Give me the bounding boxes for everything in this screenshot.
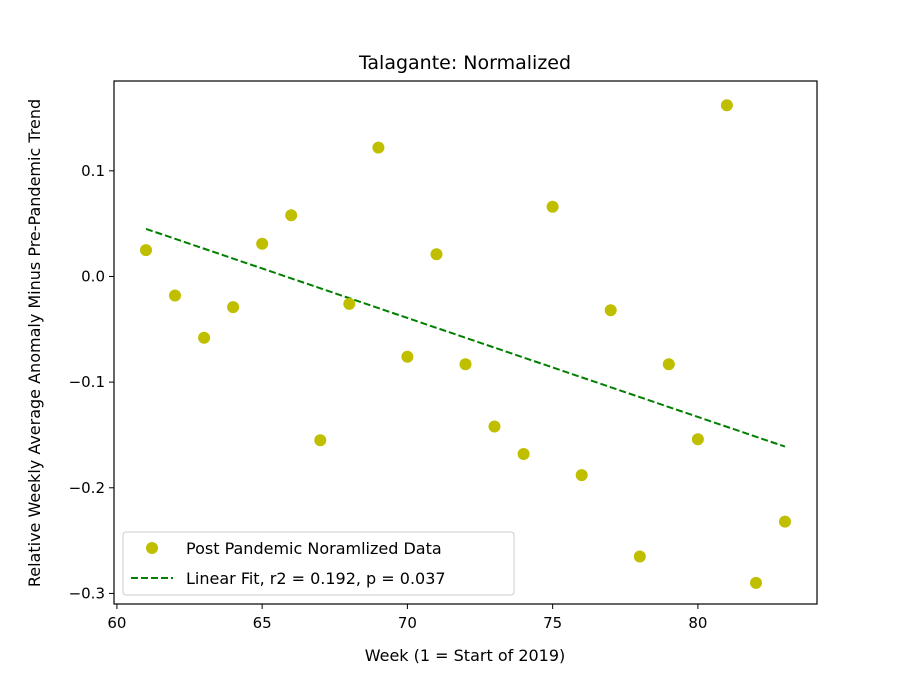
data-point-week-76 xyxy=(575,469,588,482)
y-tick-label: −0.3 xyxy=(69,584,105,602)
data-point-week-62 xyxy=(169,289,181,302)
data-point-week-83 xyxy=(779,515,791,528)
data-point-week-66 xyxy=(285,209,298,222)
legend-marker-points xyxy=(146,542,158,554)
data-point-week-81 xyxy=(720,99,733,112)
data-point-week-79 xyxy=(662,358,675,371)
x-tick-label: 70 xyxy=(398,614,417,632)
data-point-week-65 xyxy=(256,237,269,250)
data-point-week-75 xyxy=(546,200,559,213)
data-point-week-73 xyxy=(488,420,501,433)
data-point-week-82 xyxy=(750,576,762,589)
x-axis: 60 65 70 75 80 xyxy=(107,604,707,632)
y-tick-label: −0.2 xyxy=(69,479,105,497)
chart-title: Talagante: Normalized xyxy=(358,52,571,74)
legend-label-fit-line: Linear Fit, r2 = 0.192, p = 0.037 xyxy=(186,569,446,588)
plot-frame xyxy=(113,80,818,605)
x-tick-label: 75 xyxy=(543,614,562,632)
data-point-week-64 xyxy=(227,301,240,314)
data-point-week-71 xyxy=(430,248,443,261)
data-point-week-70 xyxy=(401,350,414,363)
x-tick-label: 65 xyxy=(253,614,272,632)
data-point-week-77 xyxy=(604,304,617,317)
y-axis-label: Relative Weekly Average Anomaly Minus Pr… xyxy=(25,99,44,587)
data-point-week-74 xyxy=(517,448,530,460)
legend: Post Pandemic Noramlized Data Linear Fit… xyxy=(122,531,515,596)
data-point-week-68 xyxy=(343,297,356,310)
legend-box xyxy=(122,531,515,596)
legend-label-points: Post Pandemic Noramlized Data xyxy=(186,539,442,558)
data-point-week-80 xyxy=(691,433,704,446)
linear-fit-line xyxy=(145,227,786,448)
y-tick-label: 0.1 xyxy=(81,162,105,180)
y-tick-label: 0.0 xyxy=(81,267,105,285)
data-point-week-69 xyxy=(372,141,385,154)
data-point-week-78 xyxy=(633,550,646,563)
plot-area xyxy=(140,99,791,589)
data-point-week-63 xyxy=(198,331,211,344)
x-tick-label: 80 xyxy=(688,614,707,632)
x-tick-label: 60 xyxy=(107,614,126,632)
x-axis-label: Week (1 = Start of 2019) xyxy=(365,646,566,665)
y-tick-label: −0.1 xyxy=(69,373,105,391)
data-point-week-72 xyxy=(459,358,472,371)
data-point-week-61 xyxy=(140,244,152,257)
data-point-week-67 xyxy=(314,434,327,447)
y-axis: 0.1 0.0 −0.1 −0.2 −0.3 xyxy=(69,162,114,602)
